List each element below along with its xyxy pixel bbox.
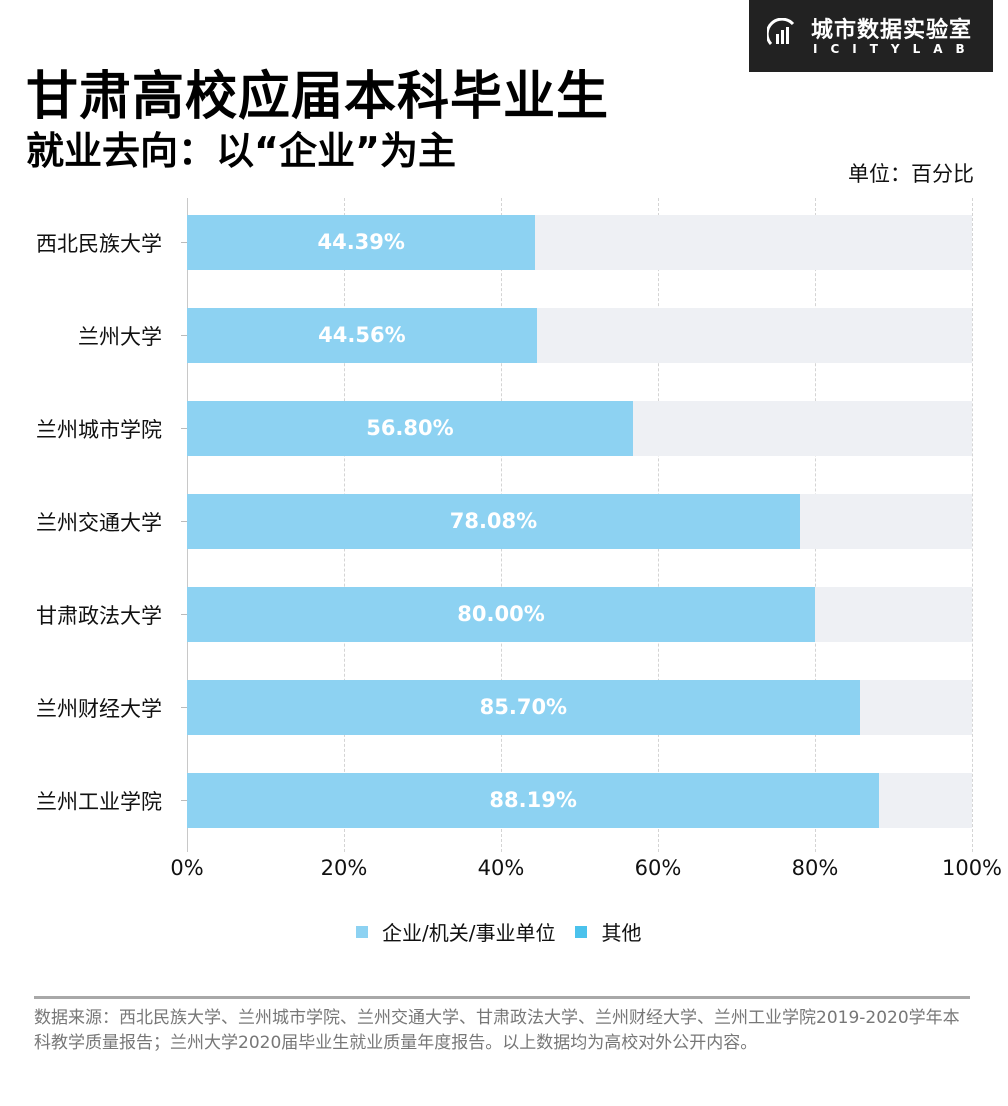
unit-label: 单位：百分比 <box>848 162 974 186</box>
gridline <box>972 198 973 852</box>
footer-divider <box>34 996 970 999</box>
bar-value-label: 85.70% <box>479 695 568 719</box>
x-tick-label: 100% <box>941 856 1003 880</box>
page-subtitle: 就业去向：以“企业”为主 <box>26 129 456 173</box>
bar-enterprise-segment: 88.19% <box>187 773 880 828</box>
legend-item-other: 其他 <box>575 917 641 946</box>
category-label: 兰州工业学院 <box>36 790 162 814</box>
bar-enterprise-segment: 80.00% <box>187 587 815 642</box>
bar-value-label: 80.00% <box>457 602 545 626</box>
y-tick <box>181 521 187 522</box>
bar-chart-logo-icon <box>767 18 795 46</box>
data-source-note: 数据来源：西北民族大学、兰州城市学院、兰州交通大学、甘肃政法大学、兰州财经大学、… <box>34 1008 960 1053</box>
x-tick-label: 40% <box>477 856 525 880</box>
category-label: 兰州交通大学 <box>36 511 162 535</box>
x-tick-label: 20% <box>320 856 368 880</box>
bar-value-label: 88.19% <box>489 788 577 812</box>
category-label: 兰州大学 <box>78 325 162 349</box>
y-tick <box>181 800 187 801</box>
x-tick-label: 0% <box>170 856 204 880</box>
category-label: 兰州财经大学 <box>36 697 162 721</box>
legend-label: 企业/机关/事业单位 <box>382 921 556 945</box>
bar-value-label: 44.39% <box>317 230 405 254</box>
legend-swatch-other <box>575 925 588 938</box>
page-title: 甘肃高校应届本科毕业生 <box>26 67 610 127</box>
bar-enterprise-segment: 44.39% <box>187 215 536 270</box>
y-tick <box>181 242 187 243</box>
category-label: 西北民族大学 <box>36 232 162 256</box>
x-tick-label: 80% <box>791 856 839 880</box>
y-tick <box>181 614 187 615</box>
bar-enterprise-segment: 78.08% <box>187 494 800 549</box>
bar-value-label: 78.08% <box>449 509 538 533</box>
bar-value-label: 44.56% <box>318 323 406 347</box>
x-tick-label: 60% <box>634 856 682 880</box>
bar-enterprise-segment: 85.70% <box>187 680 860 735</box>
bar-value-label: 56.80% <box>366 416 454 440</box>
legend-item-enterprise: 企业/机关/事业单位 <box>356 917 555 946</box>
bar-enterprise-segment: 44.56% <box>187 308 537 363</box>
legend-label: 其他 <box>601 921 642 945</box>
logo-cn-text: 城市数据实验室 <box>811 18 973 43</box>
legend: 企业/机关/事业单位 其他 <box>356 917 661 946</box>
bar-enterprise-segment: 56.80% <box>187 401 633 456</box>
category-label: 兰州城市学院 <box>36 418 162 442</box>
y-tick <box>181 335 187 336</box>
y-tick <box>181 428 187 429</box>
category-label: 甘肃政法大学 <box>36 604 162 628</box>
y-tick <box>181 707 187 708</box>
logo: 城市数据实验室 ICITYLAB <box>749 0 993 72</box>
logo-en-text: ICITYLAB <box>813 42 978 56</box>
legend-swatch-enterprise <box>356 925 368 938</box>
